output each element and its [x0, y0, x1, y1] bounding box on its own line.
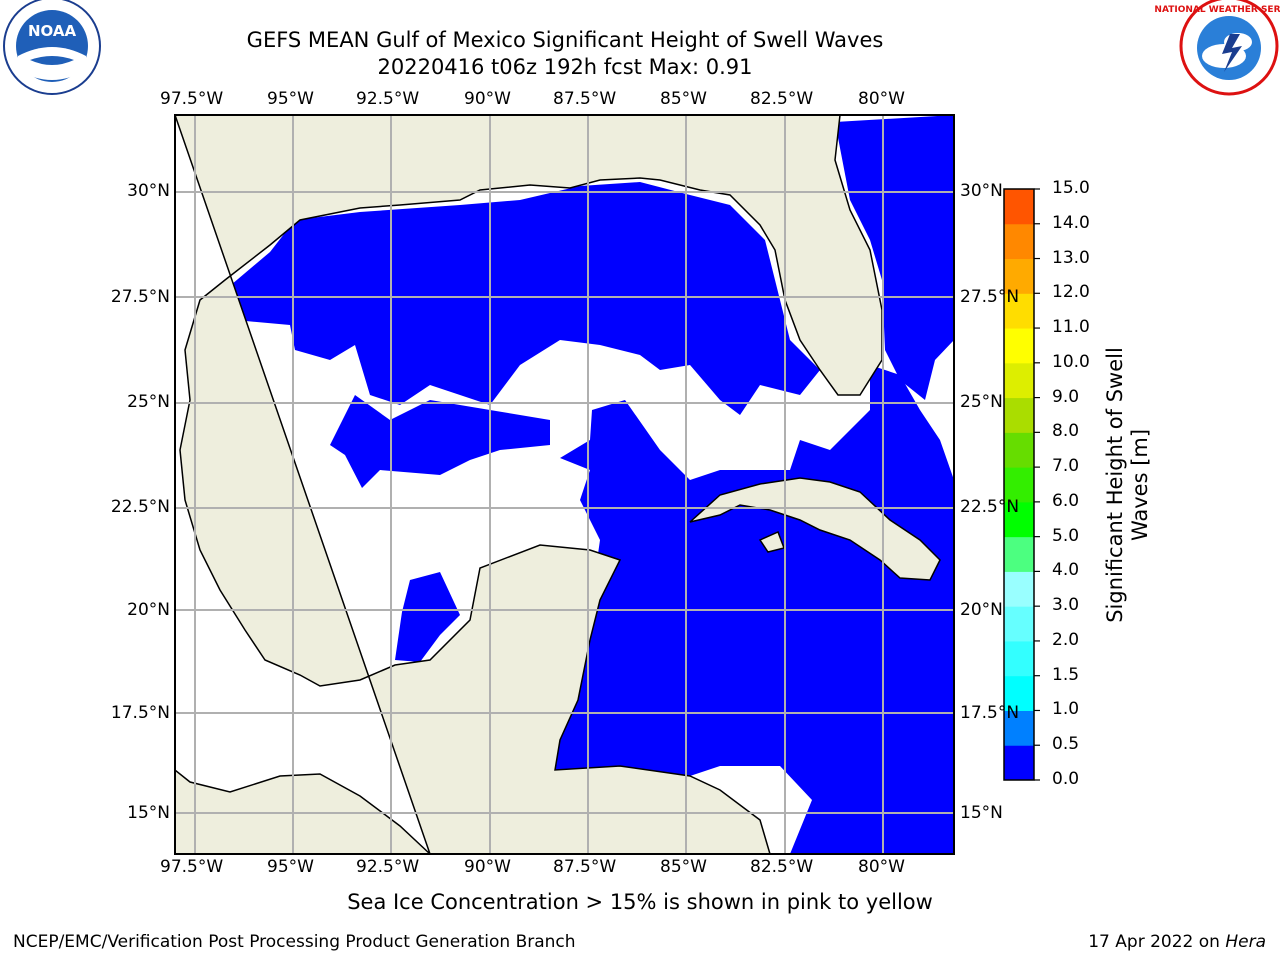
colorbar-title-line2: Waves [m]	[1128, 428, 1152, 542]
svg-text:NATIONAL WEATHER SERVICE: NATIONAL WEATHER SERVICE	[1154, 5, 1280, 15]
colorbar-tick-label: 5.0	[1052, 525, 1080, 546]
colorbar-segment	[1004, 189, 1034, 225]
map-area	[173, 114, 955, 855]
lat-label-right: 17.5°N	[960, 703, 1020, 723]
lon-label-top: 80°W	[858, 89, 905, 109]
colorbar-title: Significant Height of Swell Waves [m]	[1103, 347, 1153, 623]
colorbar-segment	[1004, 640, 1034, 677]
colorbar-tick-label: 1.5	[1052, 664, 1080, 685]
graticule	[175, 115, 954, 854]
lon-label-top: 87.5°W	[553, 89, 617, 109]
colorbar-tick-label: 0.5	[1052, 734, 1080, 755]
lat-label-right: 27.5°N	[960, 287, 1020, 307]
colorbar-tick-label: 13.0	[1052, 247, 1090, 268]
lat-label-right: 30°N	[960, 181, 1003, 201]
lon-label-top: 82.5°W	[750, 89, 814, 109]
colorbar-tick-label: 15.0	[1052, 178, 1090, 198]
colorbar-tick-label: 12.0	[1052, 282, 1090, 303]
chart-title: GEFS MEAN Gulf of Mexico Significant Hei…	[246, 28, 884, 52]
footer-credit: NCEP/EMC/Verification Post Processing Pr…	[13, 932, 576, 952]
lat-label-right: 15°N	[960, 803, 1003, 823]
footer-date-text: 17 Apr 2022 on	[1088, 932, 1226, 952]
lon-label-bottom: 87.5°W	[553, 857, 617, 877]
lat-label-right: 22.5°N	[960, 497, 1020, 517]
lat-label-right: 25°N	[960, 392, 1003, 412]
swell-region-north	[225, 182, 820, 415]
colorbar-segment	[1004, 432, 1034, 468]
colorbar-frame	[1003, 188, 1035, 781]
lat-label-right: 20°N	[960, 600, 1003, 620]
colorbar-segment	[1004, 745, 1034, 781]
colorbar-tick-label: 7.0	[1052, 456, 1080, 477]
colorbar-tick-label: 6.0	[1052, 490, 1080, 511]
lon-label-bottom: 90°W	[464, 857, 511, 877]
swell-region-bay	[395, 572, 460, 662]
lon-label-top: 85°W	[660, 89, 707, 109]
lat-label-left: 17.5°N	[110, 703, 170, 723]
lat-label-left: 15°N	[127, 803, 170, 823]
lon-label-top: 95°W	[267, 89, 314, 109]
noaa-logo: NOAA	[3, 0, 101, 95]
colorbar	[1003, 188, 1040, 781]
colorbar-tick-label: 8.0	[1052, 421, 1080, 442]
colorbar-segment	[1004, 501, 1034, 538]
footer-date: 17 Apr 2022 on Hera	[1088, 932, 1266, 952]
colorbar-tick-label: 14.0	[1052, 212, 1090, 233]
colorbar-segment	[1004, 675, 1034, 711]
colorbar-segment	[1004, 293, 1034, 329]
lat-label-left: 27.5°N	[110, 287, 170, 307]
sea-ice-note: Sea Ice Concentration > 15% is shown in …	[347, 890, 933, 914]
colorbar-segment	[1004, 467, 1034, 503]
colorbar-segment	[1004, 328, 1034, 364]
land-cuba	[689, 477, 941, 581]
footer-host: Hera	[1225, 932, 1266, 952]
colorbar-segment	[1004, 397, 1034, 433]
colorbar-title-line1: Significant Height of Swell	[1103, 347, 1127, 623]
lon-label-top: 92.5°W	[356, 89, 420, 109]
lon-label-top: 90°W	[464, 89, 511, 109]
lon-label-top: 97.5°W	[160, 89, 224, 109]
colorbar-segment	[1004, 606, 1034, 642]
colorbar-tick-label: 4.0	[1052, 560, 1080, 581]
colorbar-segment	[1004, 536, 1034, 572]
lon-label-bottom: 97.5°W	[160, 857, 224, 877]
colorbar-tick-label: 11.0	[1052, 317, 1090, 338]
svg-text:NOAA: NOAA	[28, 22, 77, 40]
national-weather-service-logo: NATIONAL WEATHER SERVICE	[1154, 0, 1280, 96]
lon-label-bottom: 92.5°W	[356, 857, 420, 877]
colorbar-segment	[1004, 258, 1034, 294]
colorbar-segment	[1004, 710, 1034, 746]
lon-label-bottom: 95°W	[267, 857, 314, 877]
colorbar-segment	[1004, 223, 1034, 260]
colorbar-tick-label: 9.0	[1052, 386, 1080, 407]
chart-subtitle: 20220416 t06z 192h fcst Max: 0.91	[377, 55, 753, 79]
lon-label-bottom: 85°W	[660, 857, 707, 877]
lat-label-left: 30°N	[127, 181, 170, 201]
colorbar-tick-label: 3.0	[1052, 595, 1080, 616]
lon-label-bottom: 80°W	[858, 857, 905, 877]
swell-region-central	[330, 395, 550, 488]
lat-label-left: 20°N	[127, 600, 170, 620]
lat-label-left: 25°N	[127, 392, 170, 412]
colorbar-tick-label: 2.0	[1052, 629, 1080, 650]
lon-label-bottom: 82.5°W	[750, 857, 814, 877]
colorbar-tick-label: 1.0	[1052, 699, 1080, 720]
colorbar-tick-label: 10.0	[1052, 351, 1090, 372]
swell-region-atlantic	[835, 115, 954, 400]
colorbar-tick-label: 0.0	[1052, 769, 1080, 789]
lat-label-left: 22.5°N	[110, 497, 170, 517]
colorbar-segment	[1004, 571, 1034, 607]
colorbar-segment	[1004, 362, 1034, 399]
